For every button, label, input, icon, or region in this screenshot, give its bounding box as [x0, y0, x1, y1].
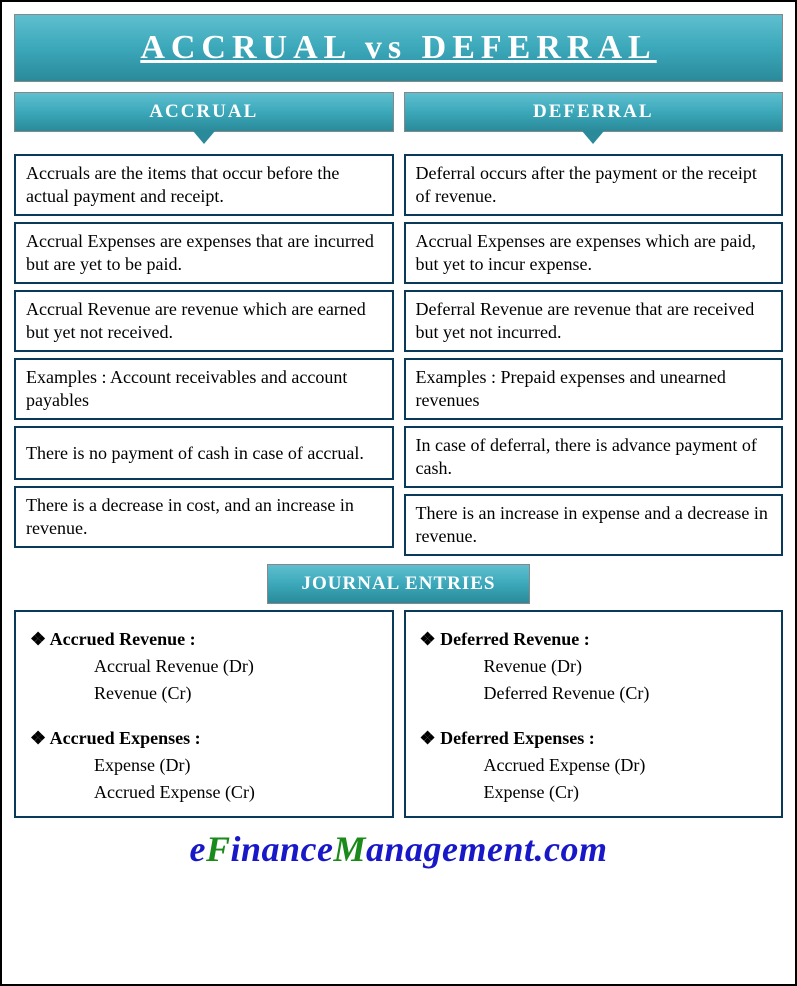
right-row-1: Deferral occurs after the payment or the… — [404, 154, 784, 216]
footer-logo: eFinanceManagement.com — [14, 828, 783, 870]
left-journal-box: Accrued Revenue : Accrual Revenue (Dr) R… — [14, 610, 394, 818]
left-journal-column: Accrued Revenue : Accrual Revenue (Dr) R… — [14, 610, 394, 818]
left-row-2: Accrual Expenses are expenses that are i… — [14, 222, 394, 284]
left-row-4: Examples : Account receivables and accou… — [14, 358, 394, 420]
left-journal-heading-2: Accrued Expenses : — [30, 725, 378, 752]
right-column: DEFERRAL Deferral occurs after the payme… — [404, 92, 784, 556]
left-journal-line-2b: Accrued Expense (Cr) — [30, 779, 378, 806]
left-row-1: Accruals are the items that occur before… — [14, 154, 394, 216]
journal-columns: Accrued Revenue : Accrual Revenue (Dr) R… — [14, 610, 783, 818]
left-row-6: There is a decrease in cost, and an incr… — [14, 486, 394, 548]
right-journal-line-1b: Deferred Revenue (Cr) — [420, 680, 768, 707]
left-journal-line-2a: Expense (Dr) — [30, 752, 378, 779]
right-journal-line-2b: Expense (Cr) — [420, 779, 768, 806]
title-banner: ACCRUAL vs DEFERRAL — [14, 14, 783, 82]
section-header-row: JOURNAL ENTRIES — [14, 564, 783, 604]
left-row-5: There is no payment of cash in case of a… — [14, 426, 394, 480]
logo-part-3: inance — [230, 829, 333, 869]
journal-entries-header: JOURNAL ENTRIES — [267, 564, 531, 604]
right-journal-line-2a: Accrued Expense (Dr) — [420, 752, 768, 779]
journal-gap — [30, 707, 378, 721]
right-row-2: Accrual Expenses are expenses which are … — [404, 222, 784, 284]
right-journal-line-1a: Revenue (Dr) — [420, 653, 768, 680]
logo-part-1: e — [189, 829, 205, 869]
right-journal-box: Deferred Revenue : Revenue (Dr) Deferred… — [404, 610, 784, 818]
right-row-3: Deferral Revenue are revenue that are re… — [404, 290, 784, 352]
right-row-6: There is an increase in expense and a de… — [404, 494, 784, 556]
left-column: ACCRUAL Accruals are the items that occu… — [14, 92, 394, 556]
infographic-canvas: ACCRUAL vs DEFERRAL ACCRUAL Accruals are… — [0, 0, 797, 986]
left-journal-line-1a: Accrual Revenue (Dr) — [30, 653, 378, 680]
logo-part-4: M — [334, 829, 367, 869]
left-column-header: ACCRUAL — [14, 92, 394, 132]
right-column-header: DEFERRAL — [404, 92, 784, 132]
right-journal-heading-2: Deferred Expenses : — [420, 725, 768, 752]
logo-part-5: anagement.com — [366, 829, 607, 869]
journal-gap — [420, 707, 768, 721]
comparison-columns: ACCRUAL Accruals are the items that occu… — [14, 92, 783, 556]
right-journal-heading-1: Deferred Revenue : — [420, 626, 768, 653]
left-journal-line-1b: Revenue (Cr) — [30, 680, 378, 707]
right-row-4: Examples : Prepaid expenses and unearned… — [404, 358, 784, 420]
right-journal-column: Deferred Revenue : Revenue (Dr) Deferred… — [404, 610, 784, 818]
logo-part-2: F — [206, 829, 231, 869]
right-row-5: In case of deferral, there is advance pa… — [404, 426, 784, 488]
left-journal-heading-1: Accrued Revenue : — [30, 626, 378, 653]
left-row-3: Accrual Revenue are revenue which are ea… — [14, 290, 394, 352]
